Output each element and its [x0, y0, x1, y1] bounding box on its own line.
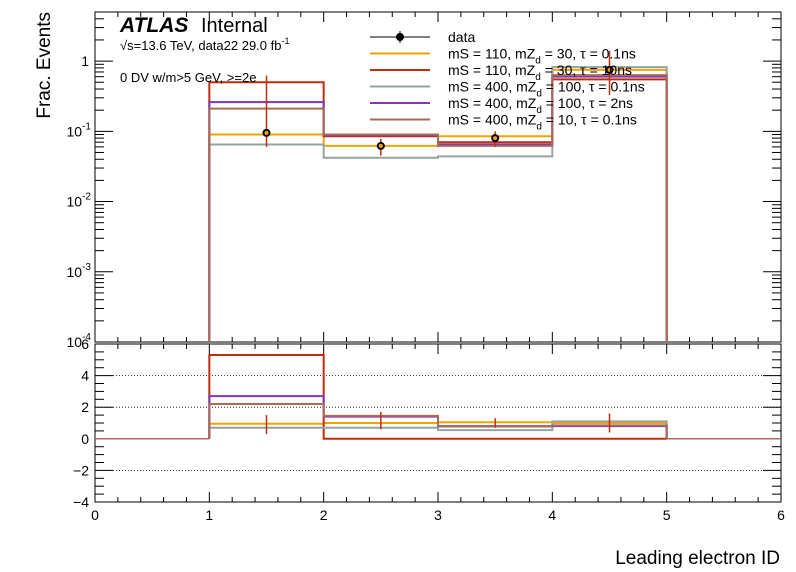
legend-label-part: = 100, τ = 0.1ns — [542, 79, 645, 95]
y-tick-label-base: 10 — [67, 334, 83, 350]
legend-label-subscript: d — [535, 56, 541, 67]
y-tick-label: 10-4 — [67, 332, 92, 350]
x-axis-label: Leading electron ID — [615, 548, 780, 569]
legend-label-part: = 10, τ = 0.1ns — [542, 112, 637, 128]
data-point-overlay — [493, 136, 498, 141]
y-tick-label-exp: -1 — [82, 121, 91, 132]
selection-label: 0 DV w/m>5 GeV, >=2e — [120, 70, 256, 85]
legend-label-part: mS = 110, mZ — [448, 46, 536, 62]
legend-label-part: mS = 400, mZ — [448, 79, 537, 95]
y-tick-label: 10-2 — [67, 192, 92, 210]
data-point-overlay — [607, 67, 612, 72]
y-tick-label: 10-3 — [67, 262, 92, 280]
legend-label-part: = 100, τ = 2ns — [542, 95, 633, 111]
ratio-y-tick-label: 2 — [81, 399, 89, 415]
ratio-series-3 — [208, 420, 668, 439]
x-tick-label: 2 — [320, 507, 328, 523]
legend-label-subscript: d — [536, 105, 542, 116]
x-tick-label: 0 — [91, 507, 99, 523]
data-point-overlay — [378, 143, 383, 148]
y-tick-label-base: 1 — [81, 53, 89, 69]
legend-label-subscript: d — [535, 72, 541, 83]
y-tick-label-exp: -2 — [82, 192, 91, 203]
x-tick-label: 5 — [663, 507, 671, 523]
legend-label-series-3: mS = 400, mZd = 100, τ = 0.1ns — [448, 79, 645, 100]
energy-sup: -1 — [281, 36, 289, 46]
ratio-y-tick-label: 6 — [81, 336, 89, 352]
legend-label-part: mS = 400, mZ — [448, 112, 537, 128]
y-tick-label-exp: -4 — [82, 332, 91, 343]
x-tick-label: 4 — [548, 507, 556, 523]
x-tick-label: 6 — [777, 507, 785, 523]
x-tick-label: 1 — [205, 507, 213, 523]
y-tick-label-base: 10 — [67, 123, 83, 139]
legend-label-part: = 30, τ = 10ns — [541, 62, 632, 78]
atlas-status: Internal — [201, 15, 268, 37]
y-tick-label: 10-1 — [67, 121, 92, 139]
legend-label-series-2: mS = 110, mZd = 30, τ = 10ns — [448, 62, 632, 83]
y-axis-label: Frac. Events — [34, 12, 55, 119]
energy-label: √s=13.6 TeV, data22 29.0 fb-1 — [120, 36, 289, 53]
ratio-y-tick-label: −2 — [73, 462, 89, 478]
ratio-series-2 — [208, 354, 667, 440]
legend-label-subscript: d — [536, 122, 542, 133]
main-plot-frame — [94, 11, 782, 343]
energy-text: √s=13.6 TeV, data22 29.0 fb — [120, 38, 281, 53]
legend-label-subscript: d — [536, 89, 542, 100]
ratio-y-tick-label: 0 — [81, 431, 89, 447]
legend-data-label: data — [448, 29, 475, 45]
legend-label-part: mS = 400, mZ — [448, 95, 537, 111]
legend-label-series-4: mS = 400, mZd = 100, τ = 2ns — [448, 95, 633, 116]
main-y-ticks: 110-110-210-310-4 — [67, 11, 781, 350]
y-tick-label-base: 10 — [67, 264, 83, 280]
atlas-label: ATLAS — [119, 14, 188, 37]
ratio-y-tick-label: −4 — [73, 494, 89, 510]
data-point-overlay — [264, 130, 269, 135]
ratio-data-points — [265, 411, 611, 435]
ratio-y-tick-label: 4 — [81, 368, 89, 384]
y-tick-label: 1 — [81, 53, 89, 69]
main-x-ticks: 0 1 2 3 4 5 6 — [91, 12, 785, 523]
y-tick-label-base: 10 — [67, 194, 83, 210]
legend-label-part: mS = 110, mZ — [448, 62, 536, 78]
legend-label-part: = 30, τ = 0.1ns — [541, 46, 636, 62]
legend-label-series-1: mS = 110, mZd = 30, τ = 0.1ns — [448, 46, 636, 67]
ratio-ticks: −4 −2 0 2 4 6 — [73, 336, 781, 510]
main-data-points — [262, 50, 614, 156]
legend-label-series-5: mS = 400, mZd = 10, τ = 0.1ns — [448, 112, 637, 133]
y-tick-label-exp: -3 — [82, 262, 91, 273]
x-tick-label: 3 — [434, 507, 442, 523]
ratio-histograms — [95, 354, 781, 440]
